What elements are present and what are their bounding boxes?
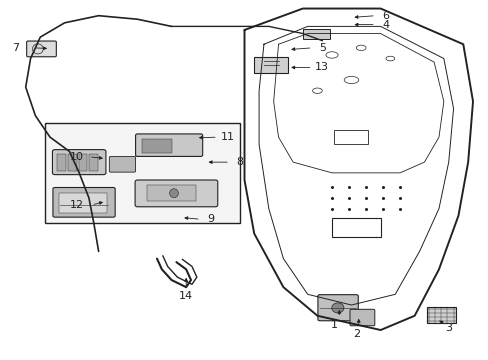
FancyBboxPatch shape — [349, 309, 374, 326]
Text: 13: 13 — [315, 63, 328, 72]
Bar — [89, 154, 98, 171]
FancyBboxPatch shape — [53, 188, 115, 217]
Bar — [68, 154, 77, 171]
Bar — [302, 29, 329, 39]
Text: 3: 3 — [444, 323, 451, 333]
Text: 10: 10 — [70, 152, 83, 162]
Bar — [45, 123, 239, 223]
Text: 12: 12 — [70, 200, 83, 210]
Text: 4: 4 — [381, 19, 388, 30]
Text: 14: 14 — [179, 291, 193, 301]
Text: 6: 6 — [381, 11, 388, 21]
Bar — [254, 57, 287, 73]
Bar — [334, 130, 368, 144]
Text: 9: 9 — [206, 214, 214, 224]
Text: 8: 8 — [236, 157, 243, 167]
Text: 1: 1 — [330, 320, 337, 330]
Bar — [147, 185, 196, 202]
Bar — [59, 193, 107, 213]
FancyBboxPatch shape — [135, 134, 202, 157]
Text: 7: 7 — [12, 43, 20, 53]
Text: 11: 11 — [220, 132, 234, 142]
FancyBboxPatch shape — [317, 295, 358, 321]
Bar — [79, 154, 87, 171]
Bar — [331, 217, 380, 237]
FancyBboxPatch shape — [109, 157, 135, 172]
Text: 2: 2 — [352, 329, 359, 339]
Bar — [57, 154, 66, 171]
Ellipse shape — [331, 303, 343, 313]
Bar — [142, 139, 171, 153]
Bar — [426, 307, 455, 323]
Ellipse shape — [169, 189, 178, 198]
FancyBboxPatch shape — [52, 150, 106, 175]
FancyBboxPatch shape — [135, 180, 217, 207]
Text: 5: 5 — [318, 43, 325, 53]
FancyBboxPatch shape — [27, 41, 56, 57]
